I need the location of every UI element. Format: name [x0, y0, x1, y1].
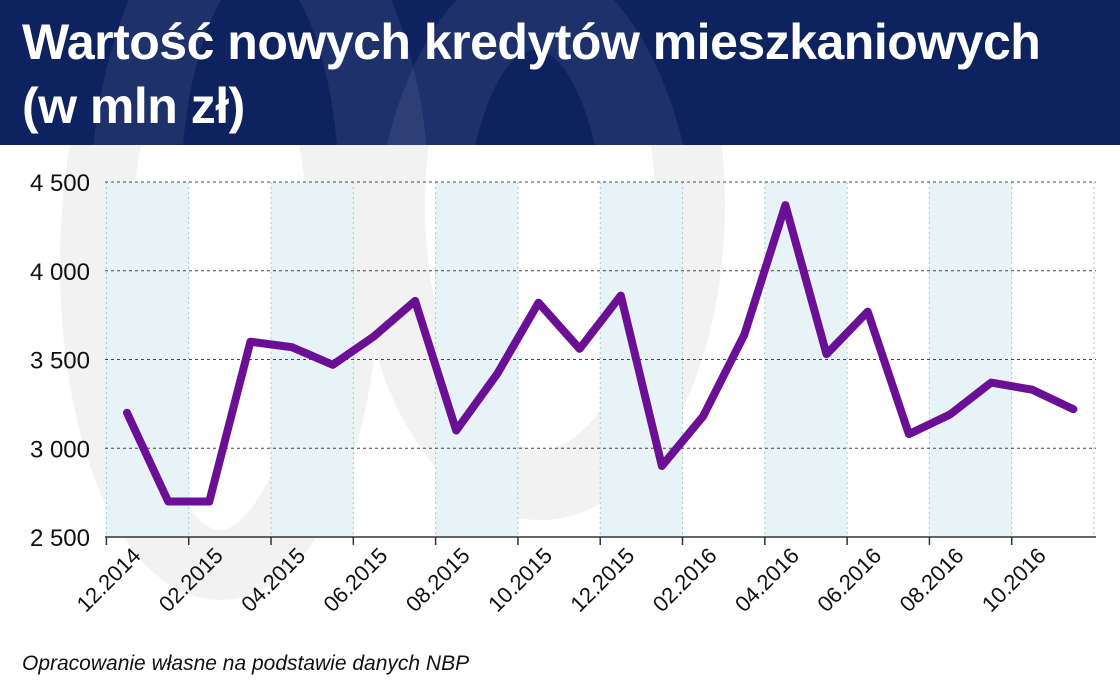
data-point	[743, 333, 746, 336]
x-tick-label: 12.2015	[565, 543, 639, 617]
x-tick-label: 08.2015	[401, 543, 475, 617]
x-tick-label: 06.2015	[319, 543, 393, 617]
data-point	[167, 500, 170, 503]
title-banner: Wartość nowych kredytów mieszkaniowych (…	[0, 0, 1120, 145]
y-tick-label: 4 000	[30, 259, 90, 286]
watermark-shape-right	[355, 145, 725, 520]
data-point	[331, 363, 334, 366]
data-point	[1031, 388, 1034, 391]
x-tick-label: 10.2016	[977, 543, 1051, 617]
title-line-2: (w mln zł)	[22, 78, 245, 134]
y-tick-label: 4 500	[30, 170, 90, 197]
data-point	[372, 335, 375, 338]
data-point	[208, 500, 211, 503]
data-point	[414, 299, 417, 302]
data-point	[907, 433, 910, 436]
data-point	[702, 415, 705, 418]
x-tick-label: 12.2014	[72, 543, 146, 617]
y-tick-label: 2 500	[30, 525, 90, 552]
x-tick-label: 10.2015	[483, 543, 557, 617]
data-point	[990, 381, 993, 384]
data-point	[825, 353, 828, 356]
series-line	[123, 201, 1078, 506]
data-point	[866, 310, 869, 313]
data-point	[1072, 408, 1075, 411]
x-tick-label: 04.2016	[730, 543, 804, 617]
chart-area: 2 500 3 000 3 500 4 000 4 500 12.2014 02.2015…	[0, 145, 1120, 645]
x-tick-label: 02.2016	[648, 543, 722, 617]
y-tick-label: 3 500	[30, 348, 90, 375]
data-point	[619, 294, 622, 297]
chart-title: Wartość nowych kredytów mieszkaniowych (…	[22, 10, 1112, 138]
data-point	[578, 347, 581, 350]
x-tick-label: 08.2016	[895, 543, 969, 617]
data-point	[784, 204, 787, 207]
data-point	[537, 301, 540, 304]
data-point	[249, 340, 252, 343]
data-point	[290, 346, 293, 349]
title-line-1: Wartość nowych kredytów mieszkaniowych	[22, 14, 1041, 70]
data-point	[126, 411, 128, 414]
source-note: Opracowanie własne na podstawie danych N…	[22, 652, 470, 675]
x-tick-label: 06.2016	[812, 543, 886, 617]
data-point	[949, 413, 951, 416]
y-tick-label: 3 000	[30, 436, 90, 463]
data-point	[455, 429, 458, 432]
vertical-gridlines	[105, 182, 1095, 537]
data-point	[660, 465, 663, 467]
data-point	[496, 372, 499, 375]
y-axis-ticks: 2 500 3 000 3 500 4 000 4 500	[30, 170, 90, 552]
series-layer	[123, 201, 1078, 506]
